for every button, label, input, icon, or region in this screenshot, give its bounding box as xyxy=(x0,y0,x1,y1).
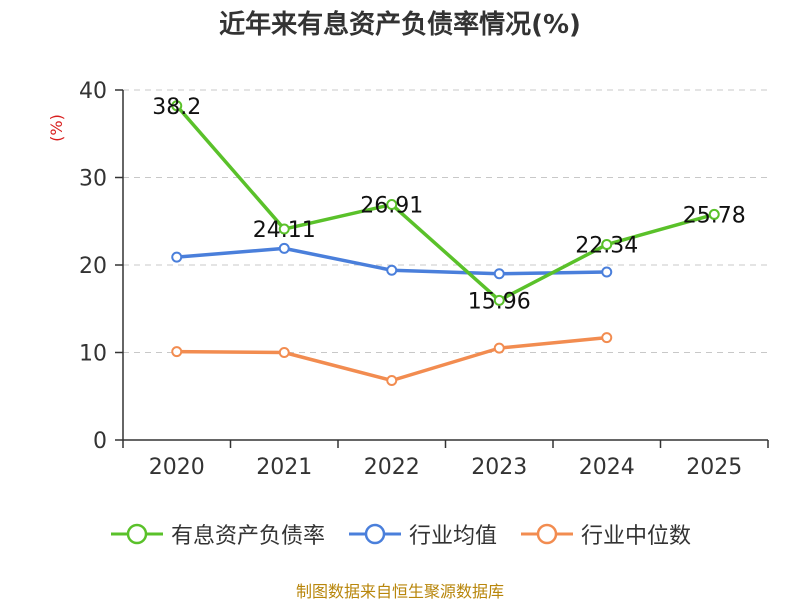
y-tick-label: 40 xyxy=(79,79,107,104)
x-tick-label: 2022 xyxy=(364,455,420,480)
legend-label-industry-median: 行业中位数 xyxy=(581,524,692,549)
data-point-0 xyxy=(171,100,183,112)
data-point-0 xyxy=(601,239,613,251)
data-source-note: 制图数据来自恒生聚源数据库 xyxy=(295,582,504,601)
data-point-0 xyxy=(708,208,720,220)
data-label: 38.2 xyxy=(152,95,201,120)
data-label: 25.78 xyxy=(683,203,746,228)
x-tick-label: 2025 xyxy=(686,455,742,480)
data-point-0 xyxy=(278,223,290,235)
y-tick-label: 0 xyxy=(93,429,107,454)
x-tick-label: 2023 xyxy=(471,455,527,480)
data-point-2 xyxy=(493,342,505,354)
series-line-2 xyxy=(176,335,607,383)
legend-item-debt-ratio[interactable]: 有息资产负债率 xyxy=(109,518,325,550)
y-tick-label: 30 xyxy=(79,167,107,192)
legend-item-industry-mean[interactable]: 行业均值 xyxy=(347,518,497,550)
legend-dot-debt-ratio xyxy=(126,523,148,545)
data-label: 15.96 xyxy=(468,289,531,314)
x-tick-label: 2021 xyxy=(256,455,312,480)
data-point-1 xyxy=(278,242,290,254)
legend-marker-industry-median xyxy=(521,523,573,545)
legend-item-industry-median[interactable]: 行业中位数 xyxy=(519,518,691,550)
data-label: 22.34 xyxy=(575,234,638,259)
data-label: 26.91 xyxy=(360,194,423,219)
data-point-0 xyxy=(493,294,505,306)
data-point-2 xyxy=(278,347,290,358)
x-tick-label: 2020 xyxy=(149,455,205,480)
y-tick-label: 10 xyxy=(79,342,107,367)
y-tick-label: 20 xyxy=(79,254,107,279)
legend-label-debt-ratio: 有息资产负债率 xyxy=(170,524,325,549)
y-axis-label: (%) xyxy=(47,114,66,142)
data-point-2 xyxy=(601,332,613,344)
legend-marker-industry-mean xyxy=(348,523,401,545)
legend-dot-industry-median xyxy=(536,523,558,545)
legend-dot-industry-mean xyxy=(364,523,386,545)
data-point-1 xyxy=(386,264,398,276)
series-line-0 xyxy=(175,104,715,303)
data-point-1 xyxy=(493,268,505,280)
legend-label-industry-mean: 行业均值 xyxy=(408,524,497,549)
data-label: 24.11 xyxy=(253,218,316,243)
x-tick-label: 2024 xyxy=(579,455,635,480)
data-point-2 xyxy=(386,375,398,386)
legend-marker-debt-ratio xyxy=(110,523,163,545)
data-point-2 xyxy=(171,346,183,358)
chart-title: 近年来有息资产负债率情况(%) xyxy=(219,10,581,40)
data-point-0 xyxy=(386,199,398,211)
data-point-1 xyxy=(171,251,183,263)
data-point-1 xyxy=(601,266,613,278)
chart-legend: 有息资产负债率 行业均值 行业中位数 xyxy=(0,518,800,550)
